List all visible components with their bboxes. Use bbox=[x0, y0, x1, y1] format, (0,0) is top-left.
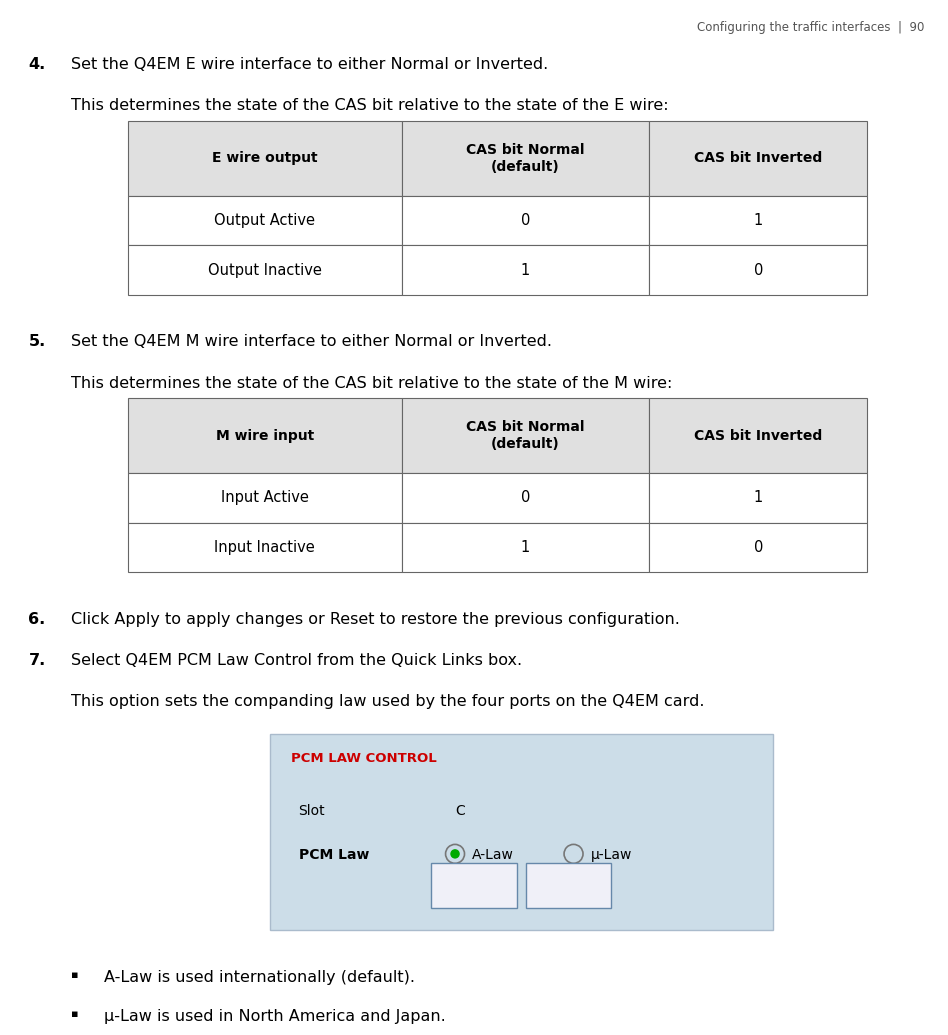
Text: M wire input: M wire input bbox=[215, 428, 314, 443]
Text: Set the Q4EM E wire interface to either Normal or Inverted.: Set the Q4EM E wire interface to either … bbox=[71, 57, 548, 71]
Text: A-Law is used internationally (default).: A-Law is used internationally (default). bbox=[104, 970, 415, 984]
Text: 6.: 6. bbox=[28, 612, 46, 626]
Text: Slot: Slot bbox=[299, 804, 325, 819]
Text: CAS bit Inverted: CAS bit Inverted bbox=[694, 428, 823, 443]
Text: This option sets the companding law used by the four ports on the Q4EM card.: This option sets the companding law used… bbox=[71, 694, 704, 709]
Text: Input Inactive: Input Inactive bbox=[214, 540, 315, 555]
Text: Input Active: Input Active bbox=[221, 491, 309, 505]
Text: ▪: ▪ bbox=[71, 1009, 79, 1019]
FancyBboxPatch shape bbox=[128, 245, 402, 295]
Text: 1: 1 bbox=[754, 213, 763, 228]
Text: 7.: 7. bbox=[28, 653, 46, 668]
Text: Reset: Reset bbox=[455, 879, 493, 892]
FancyBboxPatch shape bbox=[128, 473, 402, 523]
FancyBboxPatch shape bbox=[431, 863, 517, 908]
Text: 0: 0 bbox=[520, 491, 530, 505]
Text: 1: 1 bbox=[520, 263, 530, 277]
FancyBboxPatch shape bbox=[270, 734, 773, 930]
Text: Output Active: Output Active bbox=[214, 213, 316, 228]
Ellipse shape bbox=[450, 849, 460, 859]
FancyBboxPatch shape bbox=[128, 523, 402, 572]
Text: PCM Law: PCM Law bbox=[299, 848, 369, 862]
Text: 4.: 4. bbox=[28, 57, 46, 71]
Text: Output Inactive: Output Inactive bbox=[208, 263, 321, 277]
Text: 0: 0 bbox=[754, 540, 763, 555]
FancyBboxPatch shape bbox=[649, 196, 867, 245]
Text: Click Apply to apply changes or Reset to restore the previous configuration.: Click Apply to apply changes or Reset to… bbox=[71, 612, 680, 626]
FancyBboxPatch shape bbox=[128, 121, 402, 196]
FancyBboxPatch shape bbox=[526, 863, 611, 908]
FancyBboxPatch shape bbox=[402, 121, 649, 196]
Text: CAS bit Normal
(default): CAS bit Normal (default) bbox=[466, 143, 585, 174]
FancyBboxPatch shape bbox=[402, 196, 649, 245]
FancyBboxPatch shape bbox=[649, 245, 867, 295]
Text: A-Law: A-Law bbox=[472, 848, 514, 862]
FancyBboxPatch shape bbox=[649, 398, 867, 473]
Text: 5.: 5. bbox=[28, 334, 46, 349]
FancyBboxPatch shape bbox=[402, 473, 649, 523]
Text: Apply: Apply bbox=[550, 879, 588, 892]
Text: μ-Law is used in North America and Japan.: μ-Law is used in North America and Japan… bbox=[104, 1009, 446, 1024]
FancyBboxPatch shape bbox=[402, 398, 649, 473]
Text: Select Q4EM PCM Law Control from the Quick Links box.: Select Q4EM PCM Law Control from the Qui… bbox=[71, 653, 522, 668]
Text: CAS bit Normal
(default): CAS bit Normal (default) bbox=[466, 420, 585, 451]
FancyBboxPatch shape bbox=[649, 121, 867, 196]
Text: E wire output: E wire output bbox=[212, 151, 318, 166]
Text: 0: 0 bbox=[754, 263, 763, 277]
Text: μ-Law: μ-Law bbox=[591, 848, 632, 862]
FancyBboxPatch shape bbox=[402, 245, 649, 295]
FancyBboxPatch shape bbox=[128, 398, 402, 473]
Text: PCM LAW CONTROL: PCM LAW CONTROL bbox=[291, 752, 437, 766]
FancyBboxPatch shape bbox=[128, 196, 402, 245]
FancyBboxPatch shape bbox=[649, 473, 867, 523]
Text: This determines the state of the CAS bit relative to the state of the E wire:: This determines the state of the CAS bit… bbox=[71, 98, 668, 113]
Text: Set the Q4EM M wire interface to either Normal or Inverted.: Set the Q4EM M wire interface to either … bbox=[71, 334, 552, 349]
Text: 0: 0 bbox=[520, 213, 530, 228]
Text: C: C bbox=[455, 804, 465, 819]
Text: ▪: ▪ bbox=[71, 970, 79, 980]
Text: 1: 1 bbox=[754, 491, 763, 505]
Text: This determines the state of the CAS bit relative to the state of the M wire:: This determines the state of the CAS bit… bbox=[71, 376, 672, 390]
Text: 1: 1 bbox=[520, 540, 530, 555]
FancyBboxPatch shape bbox=[402, 523, 649, 572]
Text: CAS bit Inverted: CAS bit Inverted bbox=[694, 151, 823, 166]
FancyBboxPatch shape bbox=[649, 523, 867, 572]
Text: Configuring the traffic interfaces  |  90: Configuring the traffic interfaces | 90 bbox=[697, 21, 924, 34]
